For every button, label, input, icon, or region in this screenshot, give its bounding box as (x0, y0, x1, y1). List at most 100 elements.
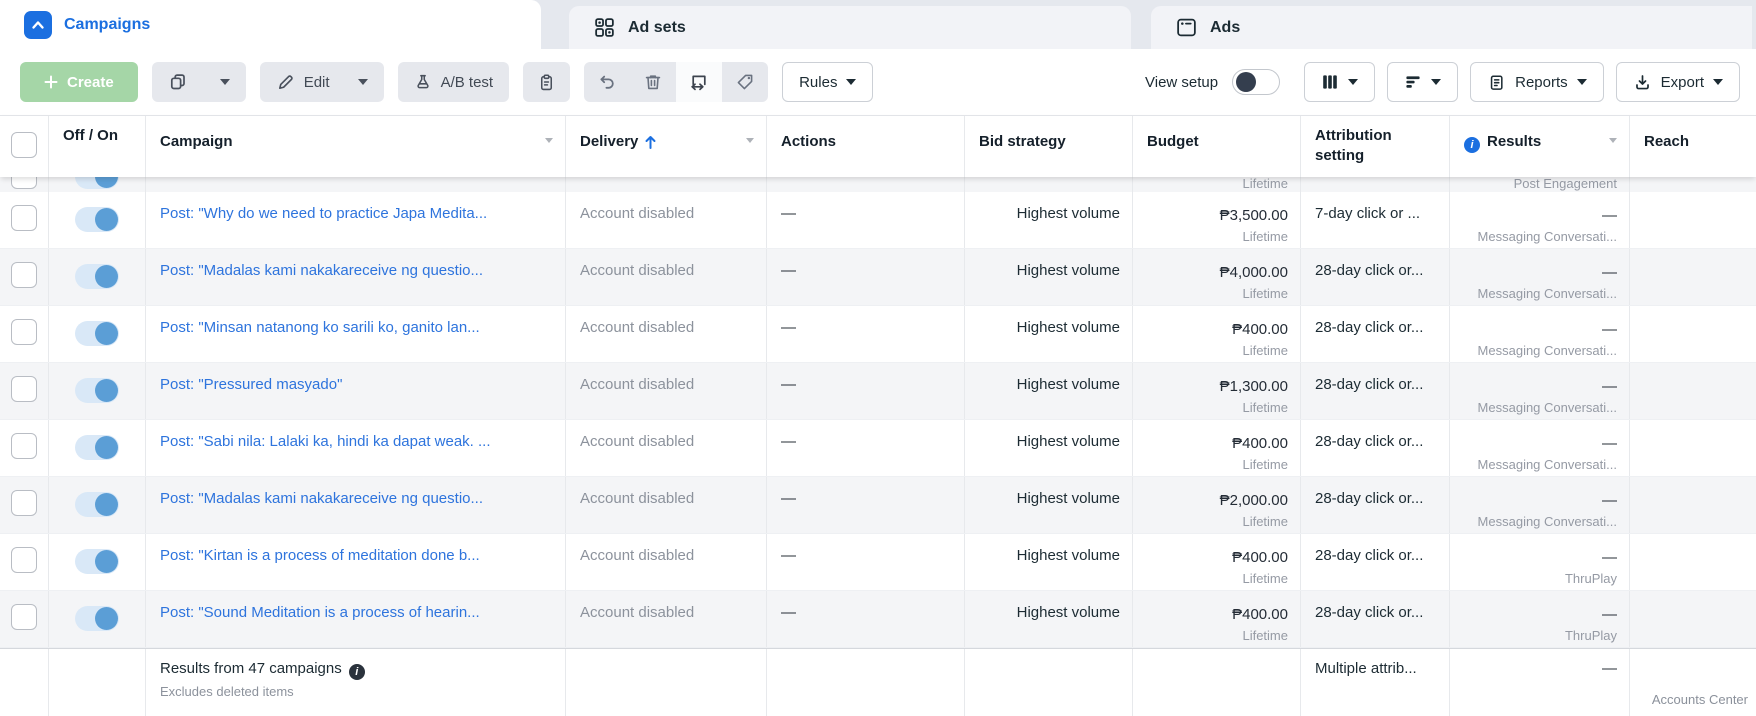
budget-amount: ₱400.00 (1232, 321, 1288, 338)
row-checkbox-cell (0, 249, 49, 305)
result-type: Messaging Conversati... (1477, 514, 1617, 529)
attribution-cell: 7-day click or ... (1301, 192, 1450, 248)
column-header-bid-strategy[interactable]: Bid strategy (965, 116, 1133, 177)
columns-icon (1323, 75, 1337, 89)
duplicate-icon (170, 74, 185, 90)
breakdown-button[interactable] (1387, 62, 1459, 102)
summary-attribution-cell: Multiple attrib... (1301, 649, 1450, 716)
budget-cell: ₱1,300.00 Lifetime (1133, 363, 1301, 419)
campaign-link[interactable]: Post: "Sound Meditation is a process of … (160, 604, 480, 621)
reach-cell (1630, 477, 1756, 533)
campaign-link[interactable]: Post: "Why do we need to practice Japa M… (160, 205, 488, 222)
row-checkbox[interactable] (11, 262, 37, 288)
row-checkbox[interactable] (11, 490, 37, 516)
row-checkbox[interactable] (11, 547, 37, 573)
campaign-toggle[interactable] (75, 378, 119, 403)
paste-button[interactable] (523, 62, 571, 102)
view-setup-toggle[interactable] (1232, 69, 1281, 95)
partial-table-row: Lifetime Post Engagement (0, 177, 1756, 192)
bid-strategy-cell: Highest volume (965, 306, 1133, 362)
budget-cell: ₱400.00 Lifetime (1133, 591, 1301, 647)
results-value: — (1602, 435, 1617, 452)
pixel-arrows-icon (691, 75, 706, 91)
result-type: Messaging Conversati... (1477, 400, 1617, 415)
campaign-toggle[interactable] (75, 492, 119, 517)
chevron-down-icon (357, 79, 368, 85)
reach-cell (1630, 192, 1756, 248)
attribution-value: 28-day click or... (1315, 262, 1424, 279)
row-checkbox[interactable] (11, 604, 37, 630)
row-checkbox[interactable] (11, 319, 37, 345)
sort-up-icon (645, 135, 656, 149)
result-type: ThruPlay (1564, 628, 1617, 643)
toggle-cell (49, 192, 146, 248)
campaign-toggle[interactable] (75, 264, 119, 289)
column-header-reach[interactable]: Reach (1644, 133, 1690, 150)
campaign-toggle[interactable] (75, 549, 119, 574)
column-header-actions[interactable]: Actions (767, 116, 965, 177)
create-button[interactable]: Create (20, 62, 138, 102)
row-checkbox[interactable] (11, 205, 37, 231)
summary-reach-cell: Accounts Center (1630, 649, 1756, 716)
row-checkbox[interactable] (11, 177, 37, 189)
undo-button[interactable] (584, 62, 630, 102)
campaign-toggle[interactable] (75, 606, 119, 631)
column-header-budget[interactable]: Budget (1133, 116, 1301, 177)
table-row: Post: "Pressured masyado" Account disabl… (0, 363, 1756, 420)
columns-button[interactable] (1304, 62, 1376, 102)
rules-button[interactable]: Rules (782, 62, 874, 102)
toggle-cell (49, 591, 146, 647)
campaign-cell: Post: "Why do we need to practice Japa M… (146, 192, 566, 248)
bid-strategy-cell: Highest volume (965, 534, 1133, 590)
budget-amount: ₱400.00 (1232, 435, 1288, 452)
column-header-attribution[interactable]: Attribution setting (1301, 116, 1450, 177)
duplicate-button[interactable] (151, 62, 246, 102)
campaign-toggle[interactable] (75, 321, 119, 346)
reports-icon (1490, 74, 1503, 90)
tab-campaigns[interactable]: Campaigns (0, 0, 541, 49)
tab-ad-sets[interactable]: Ad sets (569, 6, 1131, 49)
toggle-cell (49, 534, 146, 590)
reports-button[interactable]: Reports (1470, 62, 1604, 102)
ab-test-button[interactable]: A/B test (397, 62, 510, 102)
pencil-icon (278, 74, 293, 89)
select-all-checkbox[interactable] (11, 132, 37, 158)
chevron-down-icon (1431, 79, 1442, 85)
campaign-link[interactable]: Post: "Kirtan is a process of meditation… (160, 547, 480, 564)
campaign-toggle[interactable] (75, 435, 119, 460)
campaign-link[interactable]: Post: "Madalas kami nakakareceive ng que… (160, 262, 483, 279)
export-button[interactable]: Export (1615, 62, 1740, 102)
delete-button[interactable] (630, 62, 676, 102)
campaign-link[interactable]: Post: "Minsan natanong ko sarili ko, gan… (160, 319, 480, 336)
tab-ads[interactable]: Ads (1151, 6, 1752, 49)
result-type: Post Engagement (1513, 177, 1617, 191)
campaign-link[interactable]: Post: "Pressured masyado" (160, 376, 343, 393)
result-type: ThruPlay (1564, 571, 1617, 586)
accounts-center-label[interactable]: Accounts Center (1651, 692, 1748, 707)
column-header-off-on[interactable]: Off / On (49, 116, 146, 177)
trash-icon (645, 75, 661, 90)
table-row: Post: "Sound Meditation is a process of … (0, 591, 1756, 648)
row-checkbox[interactable] (11, 433, 37, 459)
row-checkbox-cell (0, 306, 49, 362)
tag-button[interactable] (722, 62, 768, 102)
budget-schedule: Lifetime (1242, 343, 1288, 358)
column-header-results[interactable]: i Results (1450, 116, 1630, 177)
pixel-button[interactable] (676, 62, 723, 102)
column-header-campaign[interactable]: Campaign (146, 116, 566, 177)
campaign-toggle[interactable] (75, 207, 119, 232)
campaign-toggle[interactable] (75, 177, 119, 189)
attribution-cell: 28-day click or... (1301, 363, 1450, 419)
column-header-delivery[interactable]: Delivery (566, 116, 767, 177)
info-icon[interactable]: i (1464, 137, 1480, 153)
info-icon[interactable]: i (348, 664, 365, 680)
delivery-cell: Account disabled (566, 306, 767, 362)
campaign-cell: Post: "Minsan natanong ko sarili ko, gan… (146, 306, 566, 362)
campaign-link[interactable]: Post: "Sabi nila: Lalaki ka, hindi ka da… (160, 433, 491, 450)
campaign-link[interactable]: Post: "Madalas kami nakakareceive ng que… (160, 490, 483, 507)
attribution-value: 28-day click or... (1315, 490, 1424, 507)
row-checkbox-cell (0, 534, 49, 590)
budget-cell: ₱400.00 Lifetime (1133, 420, 1301, 476)
row-checkbox[interactable] (11, 376, 37, 402)
edit-button[interactable]: Edit (259, 62, 384, 102)
